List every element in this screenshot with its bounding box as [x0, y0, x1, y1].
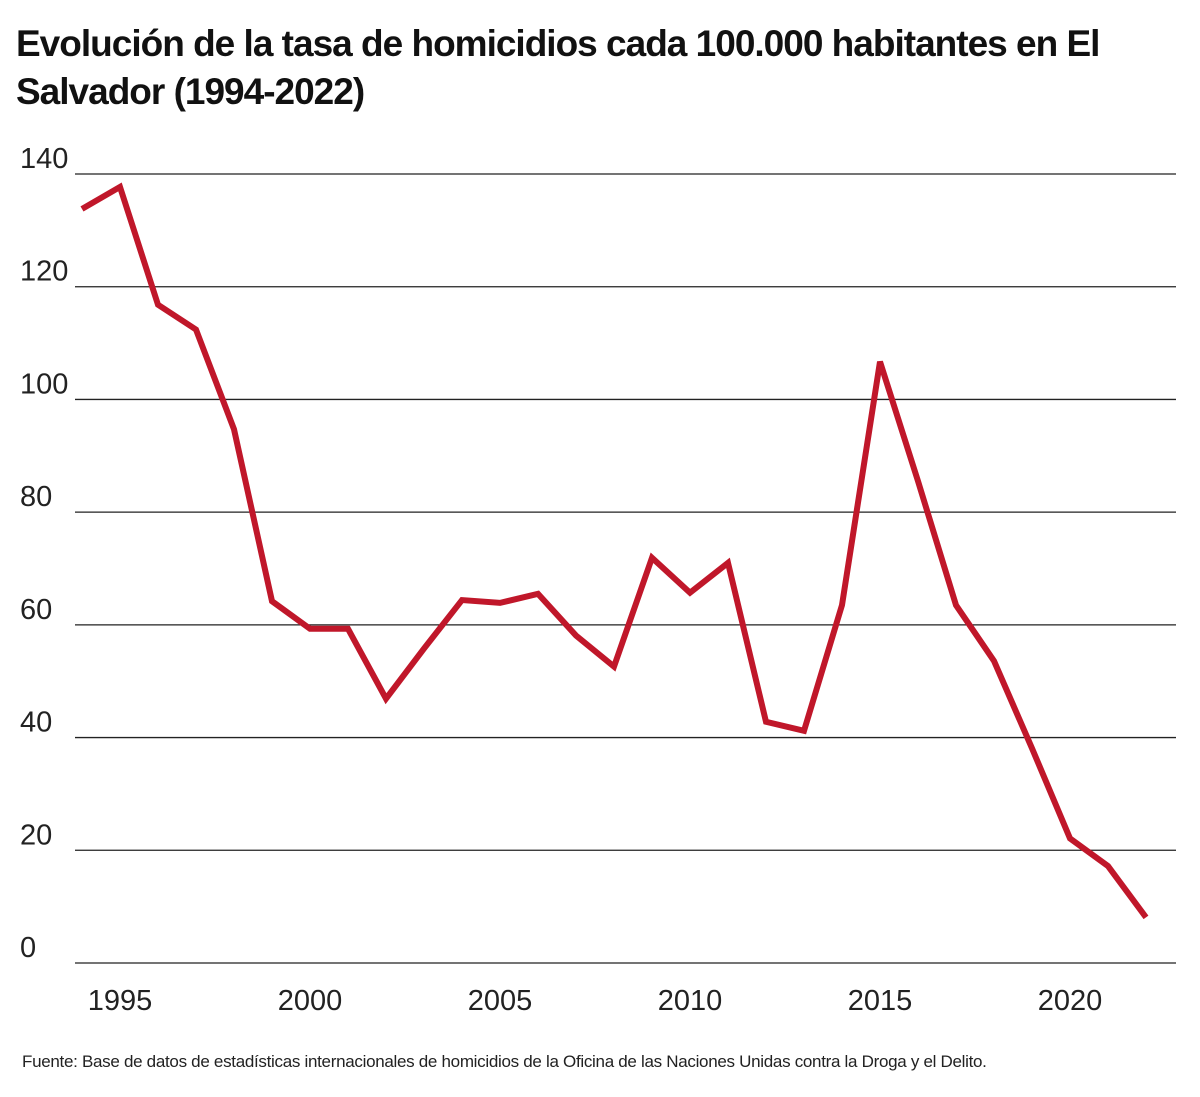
y-tick-label: 40 [20, 707, 52, 739]
y-tick-label: 0 [20, 932, 36, 964]
y-tick-label: 140 [20, 143, 68, 175]
series-line [80, 182, 1149, 920]
x-tick-label: 1995 [88, 985, 153, 1017]
x-tick-label: 2020 [1038, 985, 1103, 1017]
x-tick-label: 2005 [468, 985, 533, 1017]
y-tick-label: 20 [20, 819, 52, 851]
x-axis-ticks: 1995 2000 2005 2010 2015 2020 [88, 985, 1103, 1017]
source-note: Fuente: Base de datos de estadísticas in… [22, 1052, 987, 1071]
x-tick-label: 2010 [658, 985, 723, 1017]
y-axis-ticks: 0 20 40 60 80 100 120 140 [20, 143, 68, 964]
x-tick-label: 2000 [278, 985, 343, 1017]
gridlines [75, 173, 1176, 964]
y-tick-label: 100 [20, 368, 68, 400]
y-tick-label: 80 [20, 481, 52, 513]
x-tick-label: 2015 [848, 985, 913, 1017]
y-tick-label: 60 [20, 594, 52, 626]
series-layer [80, 182, 1149, 920]
y-tick-label: 120 [20, 256, 68, 288]
chart-title: Evolución de la tasa de homicidios cada … [16, 23, 1100, 112]
